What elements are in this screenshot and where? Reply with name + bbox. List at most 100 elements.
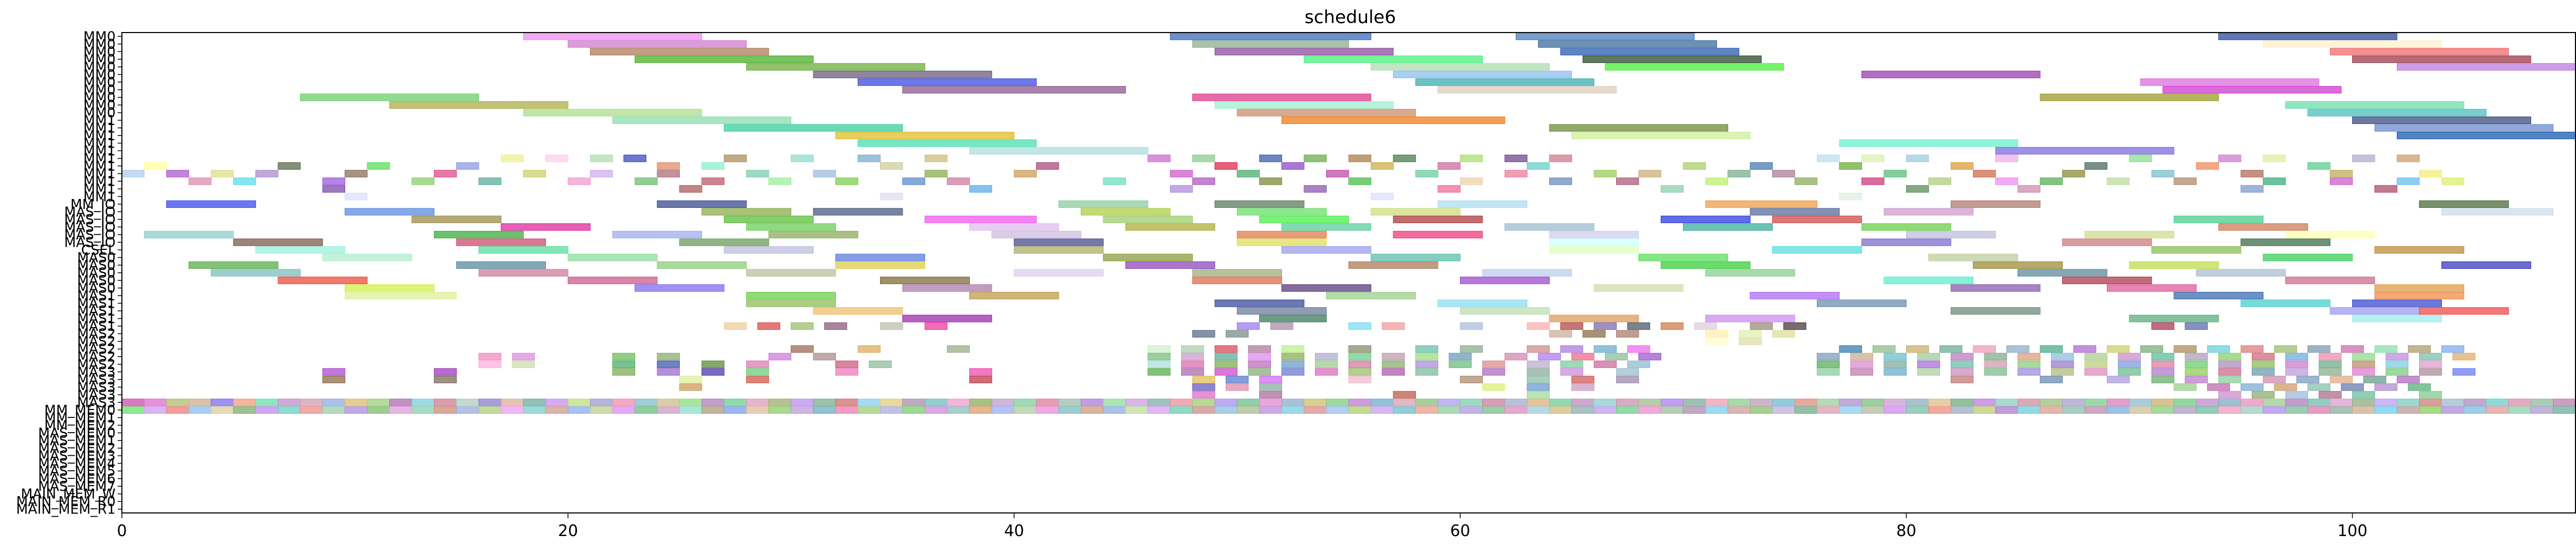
- task-bar: [1393, 215, 1483, 223]
- task-bar: [1326, 170, 1349, 177]
- task-bar: [1839, 193, 1862, 201]
- task-bar: [1861, 223, 1951, 231]
- task-bar: [746, 406, 769, 414]
- task-bar: [824, 322, 847, 330]
- task-bar: [2185, 368, 2208, 376]
- task-bar: [2174, 215, 2264, 223]
- task-bar: [456, 162, 479, 170]
- task-bar: [679, 238, 769, 246]
- task-bar: [277, 398, 301, 406]
- task-bar: [1415, 368, 1439, 376]
- task-bar: [746, 299, 836, 307]
- task-bar: [121, 406, 144, 414]
- task-bar: [1371, 406, 1394, 414]
- task-bar: [367, 162, 390, 170]
- task-bar: [1504, 223, 1595, 231]
- task-bar: [1192, 375, 1215, 383]
- y-tick-label: MAS3: [77, 395, 116, 411]
- task-bar: [2441, 177, 2465, 185]
- task-bar: [2385, 368, 2409, 376]
- task-bar: [1638, 254, 1729, 261]
- task-bar: [523, 398, 546, 406]
- task-bar: [2553, 398, 2576, 406]
- y-tick-label: MAS_MEM0: [38, 426, 116, 442]
- task-bar: [456, 398, 479, 406]
- task-bar: [857, 154, 881, 162]
- task-bar: [2129, 154, 2152, 162]
- task-bar: [2408, 383, 2431, 391]
- task-bar: [657, 170, 680, 177]
- bars-layer: [121, 33, 2576, 414]
- y-tick-label: MM1: [84, 189, 116, 205]
- task-bar: [791, 154, 814, 162]
- task-bar: [1437, 200, 1528, 208]
- task-bar: [512, 360, 535, 368]
- task-bar: [2263, 375, 2286, 383]
- task-bar: [1549, 124, 1729, 132]
- y-tick-label: MAS_IO: [64, 212, 116, 228]
- task-bar: [1504, 398, 1528, 406]
- task-bar: [2174, 292, 2264, 300]
- task-bar: [1237, 406, 1260, 414]
- task-bar: [567, 254, 658, 261]
- task-bar: [1750, 292, 1840, 300]
- task-bar: [1237, 109, 1416, 117]
- task-bar: [1839, 398, 1862, 406]
- task-bar: [478, 269, 568, 277]
- task-bar: [523, 33, 702, 40]
- task-bar: [657, 353, 680, 361]
- task-bar: [1973, 406, 1996, 414]
- task-bar: [1861, 177, 1885, 185]
- x-tick-label: 100: [2337, 522, 2367, 540]
- task-bar: [501, 406, 524, 414]
- task-bar: [1214, 299, 1305, 307]
- task-bar: [2084, 360, 2107, 368]
- y-tick-label: MAS0: [77, 266, 116, 281]
- task-bar: [2185, 375, 2208, 383]
- y-tick-label: MM_IO: [70, 197, 116, 213]
- task-bar: [1995, 154, 2019, 162]
- y-tick-label: MAS3: [77, 364, 116, 380]
- task-bar: [1214, 398, 1238, 406]
- task-bar: [2084, 398, 2107, 406]
- task-bar: [545, 398, 568, 406]
- task-bar: [1884, 353, 1907, 361]
- task-bar: [813, 208, 903, 216]
- task-bar: [2107, 406, 2130, 414]
- task-bar: [2441, 208, 2554, 216]
- task-bar: [2174, 398, 2197, 406]
- y-tick-label: MAS_IO: [64, 204, 116, 220]
- y-tick-label: MAS1: [77, 296, 116, 312]
- task-bar: [2285, 230, 2375, 238]
- y-tick-label: MAIN_MEM_R0: [16, 494, 116, 510]
- x-axis: 0 20 40 60 80 100: [117, 513, 2367, 540]
- task-bar: [277, 162, 301, 170]
- task-bar: [322, 368, 346, 376]
- task-bar: [813, 406, 836, 414]
- task-bar: [1928, 406, 1951, 414]
- task-bar: [1705, 330, 1729, 338]
- task-bar: [2084, 368, 2107, 376]
- task-bar: [880, 322, 903, 330]
- task-bar: [1371, 398, 1394, 406]
- task-bar: [523, 109, 702, 117]
- task-bar: [635, 398, 658, 406]
- task-bar: [1549, 154, 1573, 162]
- task-bar: [1281, 406, 1305, 414]
- task-bar: [590, 154, 613, 162]
- x-tick-label: 80: [1896, 522, 1916, 540]
- task-bar: [345, 170, 368, 177]
- y-tick-label: MAS_IO: [64, 227, 116, 243]
- task-bar: [1058, 398, 1082, 406]
- task-bar: [835, 261, 925, 269]
- y-tick-label: MM1: [84, 174, 116, 190]
- task-bar: [1605, 63, 1784, 71]
- task-bar: [2018, 360, 2041, 368]
- task-bar: [880, 162, 903, 170]
- task-bar: [1504, 353, 1528, 361]
- task-bar: [1147, 154, 1171, 162]
- y-tick-label: MM_MEM0: [44, 403, 116, 418]
- task-bar: [1259, 215, 1349, 223]
- task-bar: [1950, 406, 1974, 414]
- task-bar: [1081, 406, 1104, 414]
